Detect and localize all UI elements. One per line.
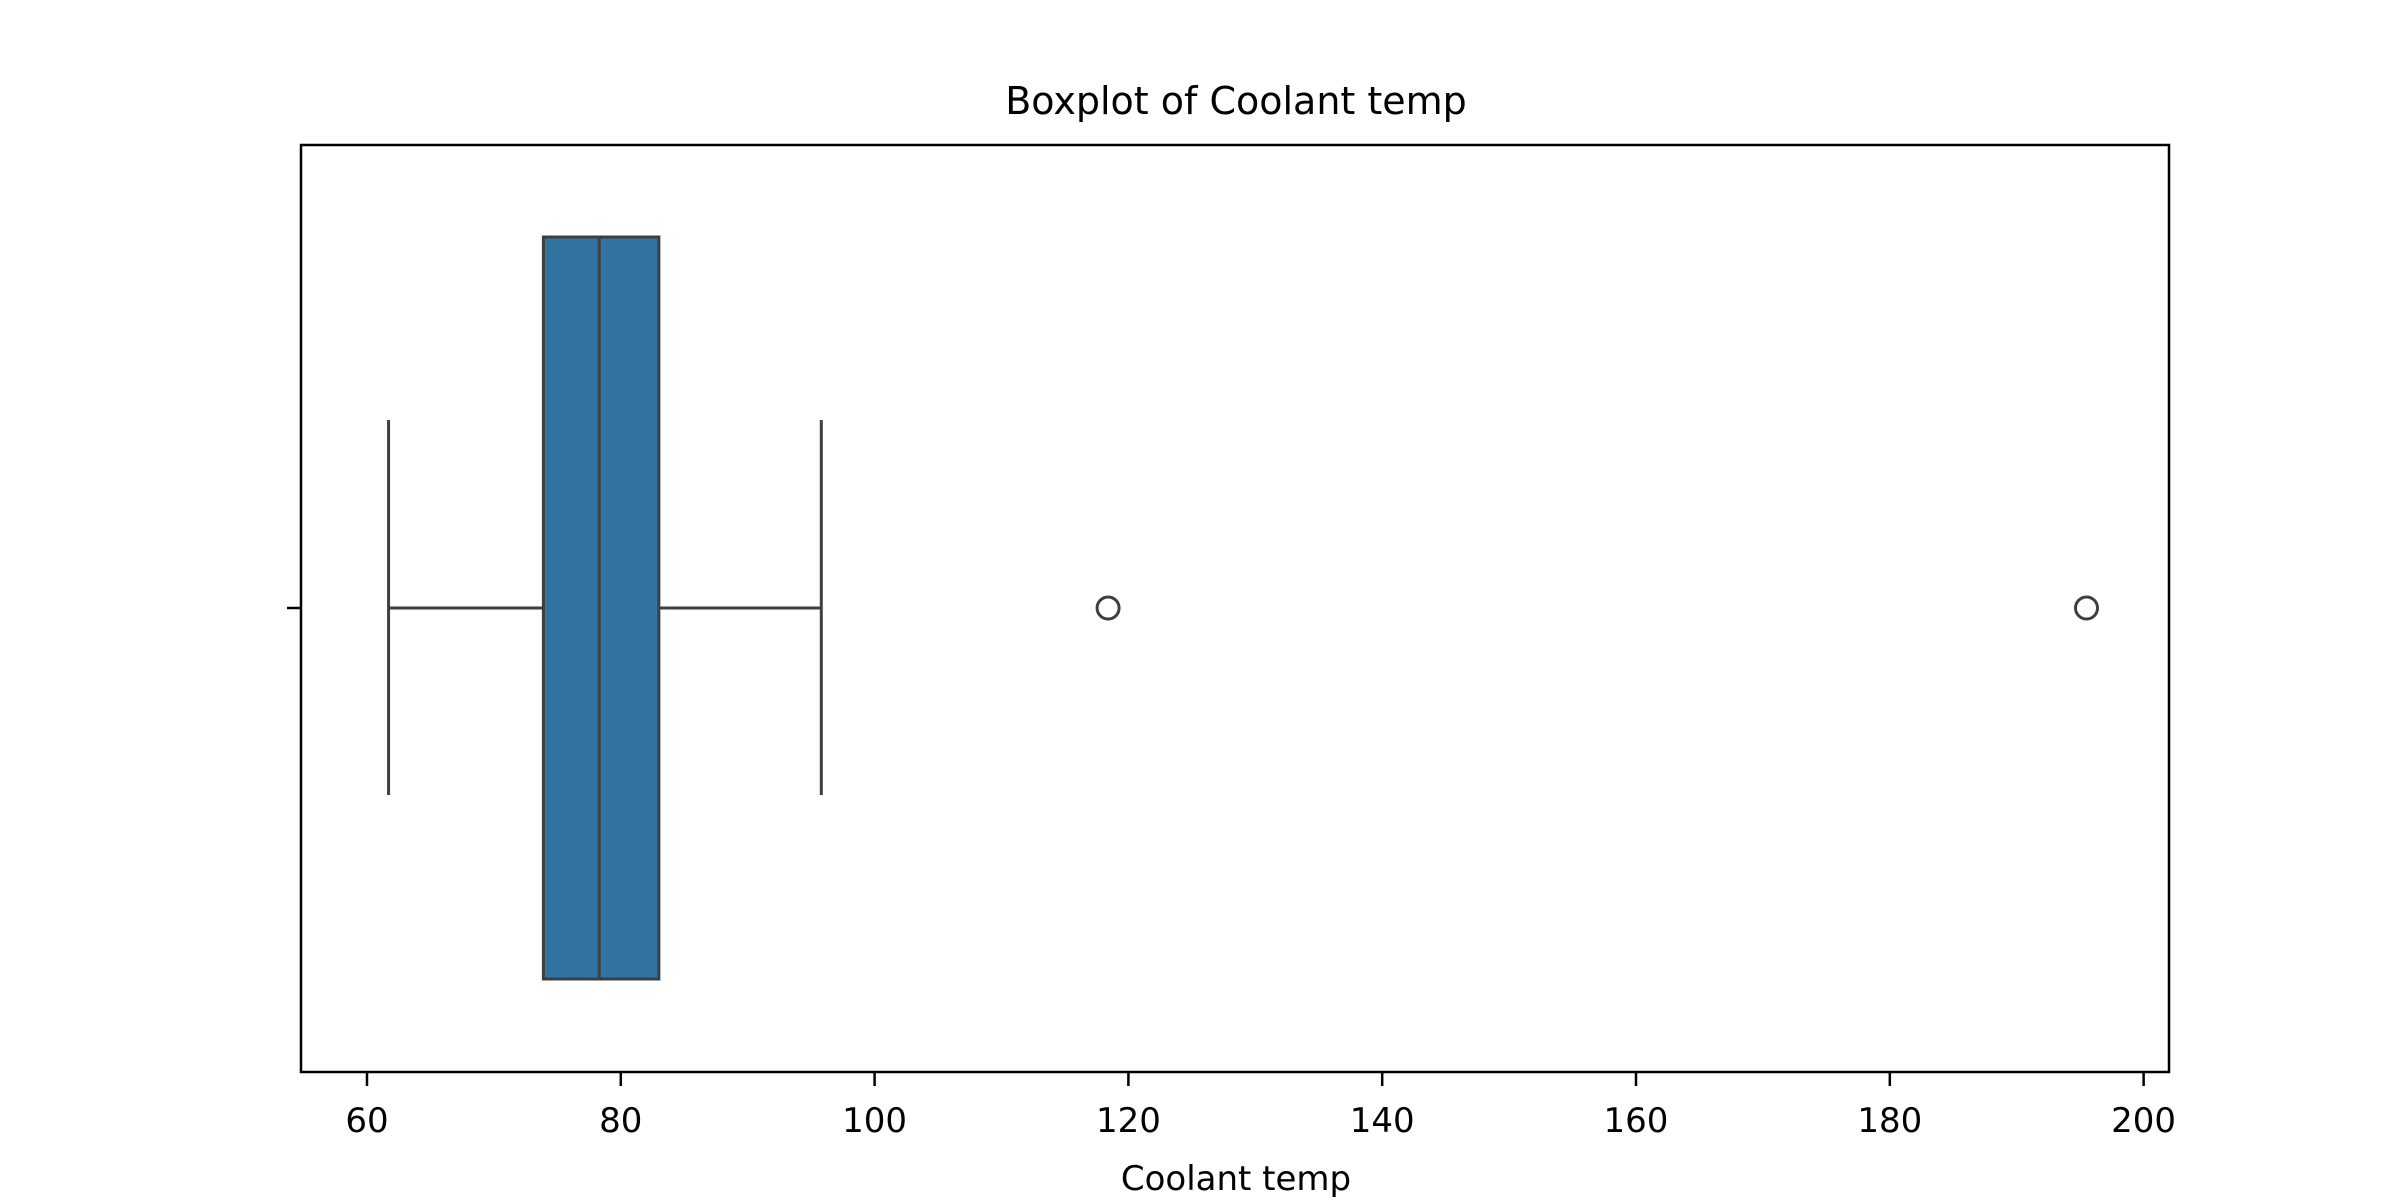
- x-tick-label: 160: [1604, 1101, 1669, 1141]
- x-tick-label: 200: [2111, 1101, 2176, 1141]
- x-tick-label: 80: [599, 1101, 642, 1141]
- outlier-point: [1095, 595, 1121, 621]
- x-tick-label: 180: [1857, 1101, 1922, 1141]
- x-tick-label: 60: [345, 1101, 388, 1141]
- x-tick-label: 120: [1096, 1101, 1161, 1141]
- chart-title: Boxplot of Coolant temp: [1005, 79, 1467, 123]
- box-and-whiskers: [387, 235, 823, 981]
- x-tick-label: 100: [842, 1101, 907, 1141]
- x-axis-label: Coolant temp: [1121, 1159, 1351, 1199]
- outliers: [1095, 595, 2100, 621]
- x-axis: 60 80 100 120 140 160 180 200: [345, 1072, 2176, 1141]
- interquartile-box: [541, 235, 661, 981]
- x-tick-label: 140: [1350, 1101, 1415, 1141]
- outlier-point: [2074, 595, 2100, 621]
